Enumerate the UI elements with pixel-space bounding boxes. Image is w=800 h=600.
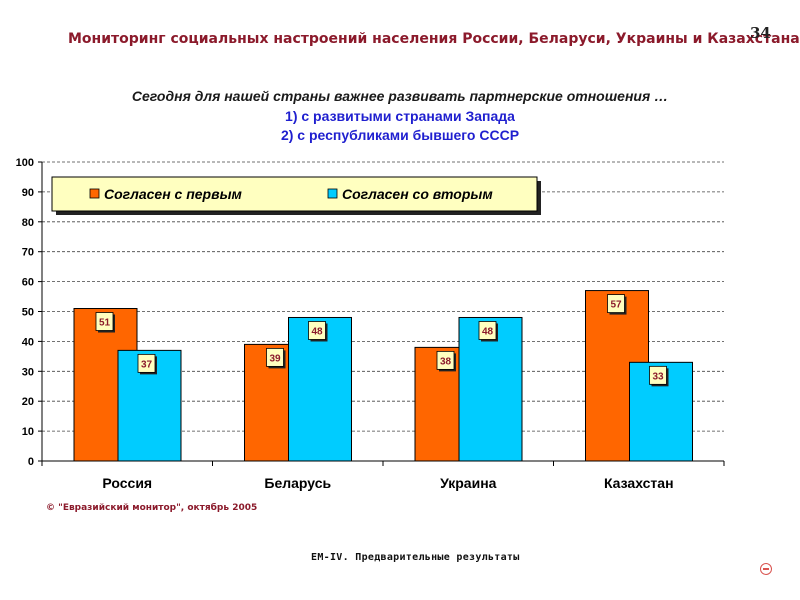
x-tick-label: Казахстан	[604, 475, 674, 491]
y-tick-label: 90	[22, 187, 34, 199]
answer-option-2: 2) с республиками бывшего СССР	[280, 127, 520, 143]
x-tick-label: Беларусь	[264, 475, 331, 491]
data-label-box	[478, 321, 497, 340]
x-tick-label: Украина	[440, 475, 497, 491]
y-tick-label: 70	[22, 247, 34, 259]
y-tick-label: 0	[28, 456, 34, 468]
legend-swatch	[89, 188, 100, 199]
y-tick-label: 10	[22, 426, 34, 438]
data-label-box	[95, 312, 114, 331]
minus-circle-icon[interactable]	[760, 563, 772, 575]
page-title: Мониторинг социальных настроений населен…	[68, 31, 800, 47]
y-tick-label: 40	[22, 336, 34, 348]
y-tick-label: 20	[22, 396, 34, 408]
data-label: 48	[482, 326, 494, 337]
data-label-box	[649, 365, 667, 385]
y-tick-label: 30	[22, 366, 34, 378]
data-label: 39	[269, 353, 281, 364]
y-tick-label: 100	[16, 157, 34, 169]
legend-swatch	[327, 188, 338, 199]
data-label: 37	[141, 359, 153, 370]
data-label: 51	[99, 318, 111, 329]
y-tick-label: 50	[22, 307, 34, 319]
legend-label: Согласен с первым	[104, 186, 243, 202]
data-label-box	[308, 321, 326, 340]
answer-option-1: 1) с развитыми странами Запада	[285, 108, 515, 124]
y-tick-label: 60	[22, 277, 34, 289]
data-label-box	[266, 347, 284, 367]
y-tick-label: 80	[22, 217, 34, 229]
data-label-box	[137, 353, 156, 373]
data-label-box	[607, 294, 625, 313]
data-label-box	[436, 350, 455, 370]
footer-note: EM-IV. Предварительные результаты	[311, 552, 520, 563]
legend	[51, 176, 538, 212]
data-label: 38	[440, 356, 452, 367]
legend-label: Согласен со вторым	[342, 186, 493, 202]
page-number: 34	[750, 24, 771, 42]
x-tick-label: Россия	[102, 475, 152, 491]
data-label: 48	[311, 326, 323, 337]
data-label: 57	[610, 300, 622, 311]
data-label: 33	[652, 371, 664, 382]
question-text: Сегодня для нашей страны важнее развиват…	[131, 88, 669, 104]
copyright-note: © "Евразийский монитор", октябрь 2005	[46, 503, 258, 513]
